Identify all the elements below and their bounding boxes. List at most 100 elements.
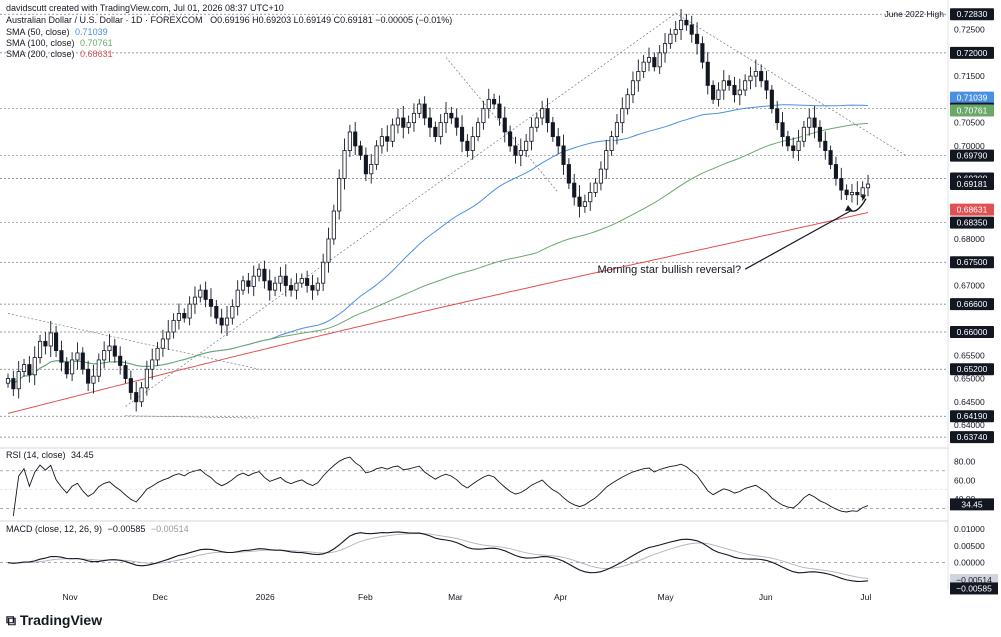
candle-down <box>59 350 64 363</box>
price-tag-label: 0.66600 <box>957 299 988 309</box>
candle-up <box>620 108 625 124</box>
time-tick-label: May <box>658 592 675 602</box>
candle-up <box>139 387 144 403</box>
candle-up <box>588 192 593 203</box>
price-tag <box>950 256 994 269</box>
candle-up <box>524 140 529 151</box>
candle-up <box>230 306 235 319</box>
symbol-line: Australian Dollar / U.S. Dollar · 1D · F… <box>6 15 452 25</box>
candle-down <box>502 117 507 133</box>
candle-up <box>32 357 37 376</box>
tradingview-logo: ⧉ TradingView <box>6 612 103 628</box>
candle-up <box>337 178 342 212</box>
candle-up <box>668 33 673 44</box>
price-tag <box>950 431 994 444</box>
candle-up <box>582 201 587 207</box>
sma100-legend[interactable]: SMA (100, close) 0.70761 <box>6 38 113 48</box>
candle-up <box>716 89 721 100</box>
sma200-line <box>7 212 869 414</box>
candle-down <box>561 145 566 165</box>
candle-up <box>294 282 299 291</box>
candle-down <box>695 33 700 44</box>
candle-up <box>540 108 545 119</box>
price-tag-label: 0.67500 <box>957 257 988 267</box>
price-tick-label: 0.70500 <box>954 118 985 128</box>
candle-down <box>759 71 764 82</box>
candles <box>5 8 871 412</box>
time-tick-label: Jun <box>759 592 773 602</box>
sma50-legend[interactable]: SMA (50, close) 0.71039 <box>6 27 108 37</box>
candle-up <box>411 112 417 124</box>
candle-up <box>534 117 539 128</box>
candle-up <box>609 136 614 151</box>
price-tag <box>950 203 994 216</box>
candle-down <box>219 317 224 326</box>
candle-up <box>187 303 192 319</box>
time-tick-label: Mar <box>448 592 463 602</box>
price-tag-label: 0.66000 <box>957 327 988 337</box>
candle-down <box>780 122 785 137</box>
candle-up <box>673 29 678 35</box>
candle-up <box>155 347 160 361</box>
candle-down <box>182 312 187 319</box>
candle-up <box>342 150 347 179</box>
candle-up <box>417 103 422 114</box>
price-tag-label: 0.71039 <box>957 93 988 103</box>
candle-down <box>545 108 550 124</box>
candle-down <box>310 285 315 291</box>
time-tick-label: 2026 <box>256 592 275 602</box>
candle-down <box>823 140 828 151</box>
candle-down <box>289 285 294 291</box>
candle-down <box>358 145 363 156</box>
candle-down <box>844 189 849 196</box>
price-tag <box>950 91 994 104</box>
price-tick-label: 0.72500 <box>954 25 985 35</box>
candle-down <box>855 192 860 196</box>
macd-signal-legend-value: −0.00514 <box>151 524 189 534</box>
candle-up <box>443 112 449 124</box>
candle-down <box>433 126 438 138</box>
candle-down <box>550 122 555 137</box>
price-tag <box>950 363 994 376</box>
candle-down <box>305 278 310 286</box>
candle-up <box>5 378 11 384</box>
price-tag-label: 0.68350 <box>957 218 988 228</box>
candle-down <box>689 24 694 35</box>
candle-up <box>91 375 96 384</box>
candle-up <box>406 122 411 128</box>
june-2022-high-label: June 2022 High <box>884 9 944 19</box>
candle-up <box>593 182 598 193</box>
candle-down <box>791 145 796 151</box>
ohlc-values: O0.69196 H0.69203 L0.69149 C0.69181 −0.0… <box>210 15 452 25</box>
candle-down <box>267 280 272 291</box>
price-tag-label: 0.69790 <box>957 151 988 161</box>
candle-up <box>630 80 636 96</box>
candle-down <box>80 352 85 370</box>
candle-up <box>721 80 726 91</box>
price-tick-label: 0.71500 <box>954 71 985 81</box>
price-tag-label: 0.65200 <box>957 364 988 374</box>
candle-down <box>214 306 219 319</box>
candle-up <box>278 275 283 284</box>
candle-up <box>807 117 812 128</box>
price-tag-label: 0.72000 <box>957 48 988 58</box>
rsi-legend[interactable]: RSI (14, close) 34.45 <box>6 450 94 460</box>
morning-star-arrowhead <box>859 194 866 200</box>
price-tag-label: 0.72830 <box>957 9 988 19</box>
trendline-falling <box>675 13 906 156</box>
candle-up <box>256 268 262 277</box>
price-tag-label: 0.64190 <box>957 411 988 421</box>
candle-up <box>102 350 107 361</box>
price-tick-label: 0.65500 <box>954 350 985 360</box>
candle-up <box>315 282 320 291</box>
macd-legend[interactable]: MACD (close, 12, 26, 9) −0.00585 −0.0051… <box>6 524 189 534</box>
sma50-legend-value: 0.71039 <box>75 27 108 37</box>
candle-down <box>262 268 267 282</box>
candle-up <box>374 145 379 165</box>
sma200-legend[interactable]: SMA (200, close) 0.68631 <box>6 49 113 59</box>
candle-up <box>737 89 742 96</box>
candle-up <box>753 71 758 77</box>
